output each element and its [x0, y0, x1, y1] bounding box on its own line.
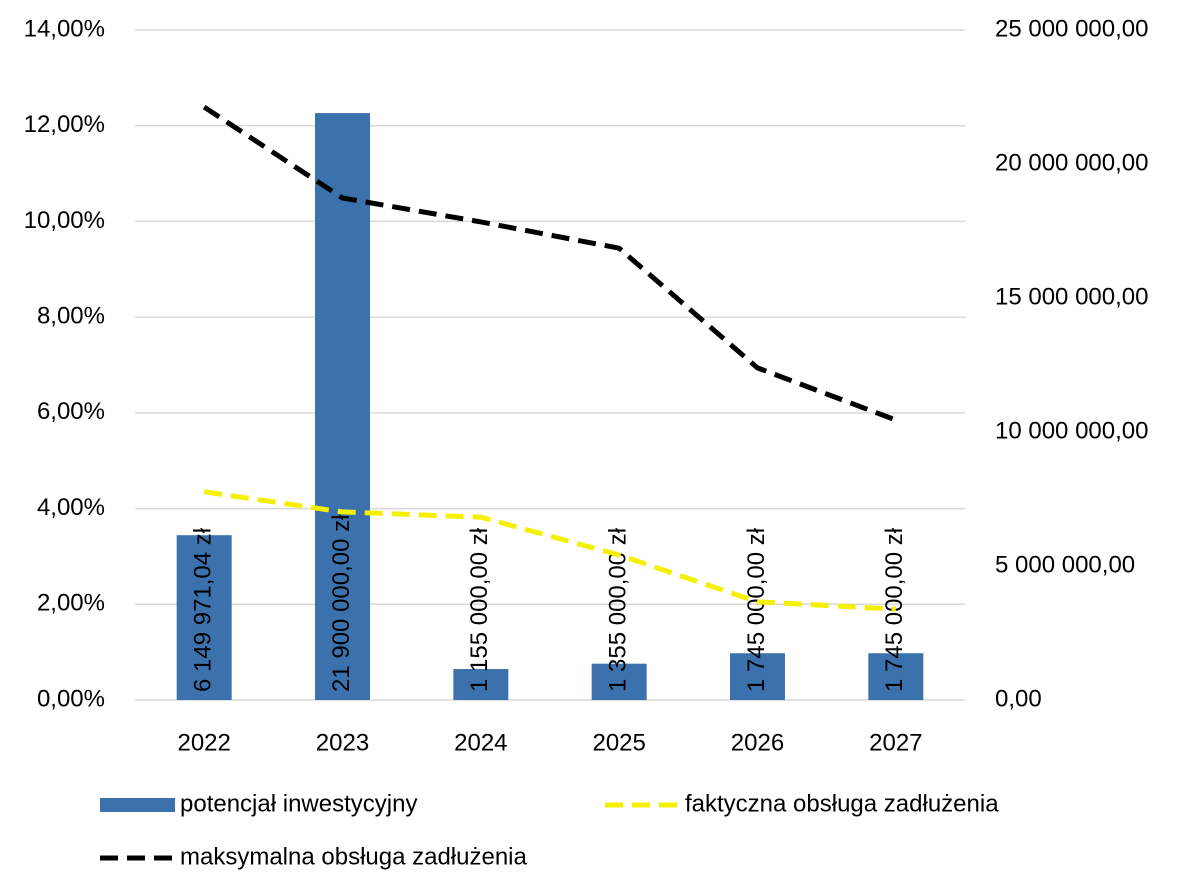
data-label: 6 149 971,04 zł — [190, 527, 217, 692]
legend-label: faktyczna obsługa zadłużenia — [685, 790, 999, 817]
y2-tick-label: 20 000 000,00 — [995, 149, 1148, 176]
y2-tick-label: 5 000 000,00 — [995, 551, 1135, 578]
x-tick-label: 2027 — [869, 729, 922, 756]
y-tick-label: 0,00% — [37, 685, 105, 712]
x-tick-label: 2025 — [592, 729, 645, 756]
line — [202, 104, 897, 423]
line — [203, 489, 896, 612]
y2-tick-label: 0,00 — [995, 685, 1042, 712]
bar — [315, 113, 370, 700]
y2-tick-label: 25 000 000,00 — [995, 15, 1148, 42]
x-tick-label: 2024 — [454, 729, 507, 756]
bar — [591, 663, 647, 700]
y2-tick-label: 15 000 000,00 — [995, 283, 1148, 310]
legend-swatch — [100, 798, 175, 812]
data-label: 1 155 000,00 zł — [466, 527, 493, 692]
x-tick-label: 2026 — [731, 729, 784, 756]
y-tick-label: 14,00% — [24, 15, 105, 42]
y-tick-label: 6,00% — [37, 398, 105, 425]
bar — [453, 669, 509, 700]
x-tick-label: 2023 — [316, 729, 369, 756]
bar — [176, 535, 232, 700]
legend-label: potencjał inwestycyjny — [180, 790, 417, 817]
y-tick-label: 12,00% — [24, 111, 105, 138]
data-label: 1 745 000,00 zł — [743, 527, 770, 692]
x-tick-label: 2022 — [177, 729, 230, 756]
y-tick-label: 10,00% — [24, 207, 105, 234]
y-tick-label: 8,00% — [37, 302, 105, 329]
legend-label: maksymalna obsługa zadłużenia — [180, 843, 528, 870]
data-label: 21 900 000,00 zł — [328, 514, 355, 692]
bar — [730, 653, 785, 700]
y2-tick-label: 10 000 000,00 — [995, 417, 1148, 444]
bar — [868, 653, 924, 700]
y-tick-label: 4,00% — [37, 494, 105, 521]
y-tick-label: 2,00% — [37, 590, 105, 617]
